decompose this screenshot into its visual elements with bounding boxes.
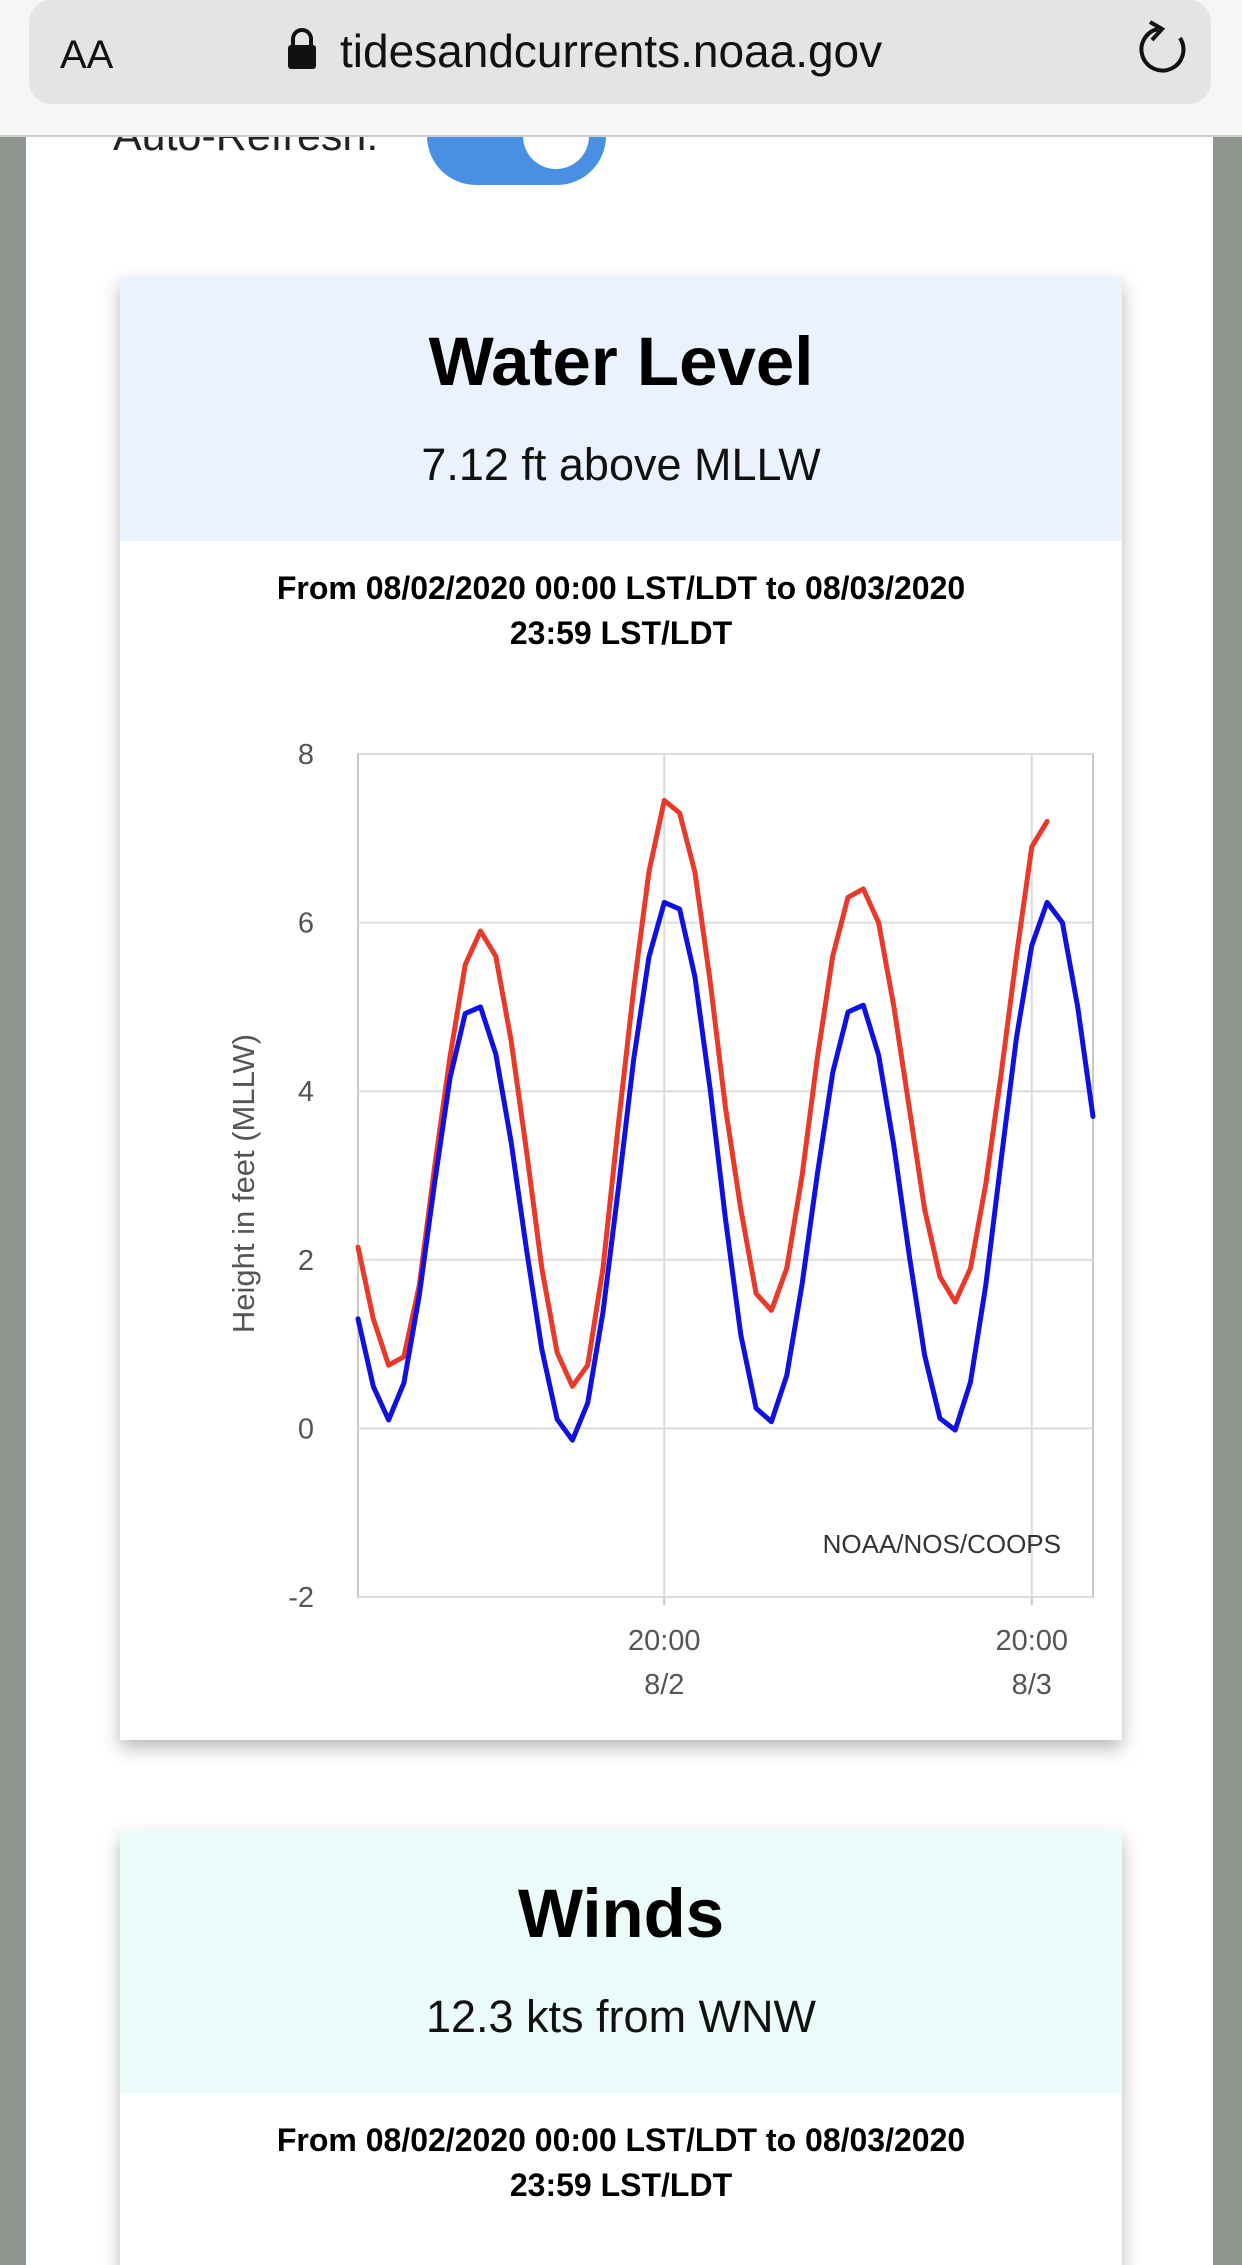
y-tick-label: 8 <box>298 739 314 771</box>
source-annotation: NOAA/NOS/COOPS <box>823 1529 1061 1559</box>
card-reading: 7.12 ft above MLLW <box>421 439 821 490</box>
date-range: 23:59 LST/LDT <box>510 615 733 651</box>
x-tick-label: 20:00 <box>628 1625 701 1657</box>
chart: -2 0 2 4 6 8 20:00 8/2 20:00 8/3 Height in feet (M… <box>226 739 1096 1701</box>
winds-card: Winds 12.3 kts from WNW From 08/02/2020 … <box>120 1831 1122 2265</box>
card-header <box>120 277 1122 541</box>
reload-icon[interactable] <box>1139 27 1186 73</box>
y-tick-label: 6 <box>298 908 314 940</box>
data-line <box>355 899 1096 1443</box>
y-tick-label: -2 <box>288 1582 314 1614</box>
y-tick-label: 2 <box>298 1245 314 1277</box>
data-line <box>355 797 1050 1389</box>
text-size-button[interactable]: AA <box>60 33 114 77</box>
y-tick-label: 4 <box>298 1076 314 1108</box>
y-tick-label: 0 <box>298 1413 314 1445</box>
y-axis-label: Height in feet (MLLW) <box>226 1034 261 1333</box>
reload-arrow <box>1148 20 1166 42</box>
plot-area <box>357 753 1094 1598</box>
lock-icon <box>288 28 316 69</box>
card-title: Water Level <box>429 323 814 400</box>
address-field[interactable] <box>29 0 1211 104</box>
x-tick-label: 20:00 <box>995 1625 1068 1657</box>
date-range: 23:59 LST/LDT <box>510 2167 733 2203</box>
date-range: From 08/02/2020 00:00 LST/LDT to 08/03/2… <box>277 570 965 606</box>
x-tick-label: 8/3 <box>1012 1669 1052 1701</box>
card-reading: 12.3 kts from WNW <box>426 1991 817 2042</box>
date-range: From 08/02/2020 00:00 LST/LDT to 08/03/2… <box>277 2122 965 2158</box>
card-header <box>120 1831 1122 2094</box>
card-title: Winds <box>518 1875 724 1952</box>
url[interactable]: tidesandcurrents.noaa.gov <box>340 25 882 77</box>
x-tick-label: 8/2 <box>644 1669 684 1701</box>
